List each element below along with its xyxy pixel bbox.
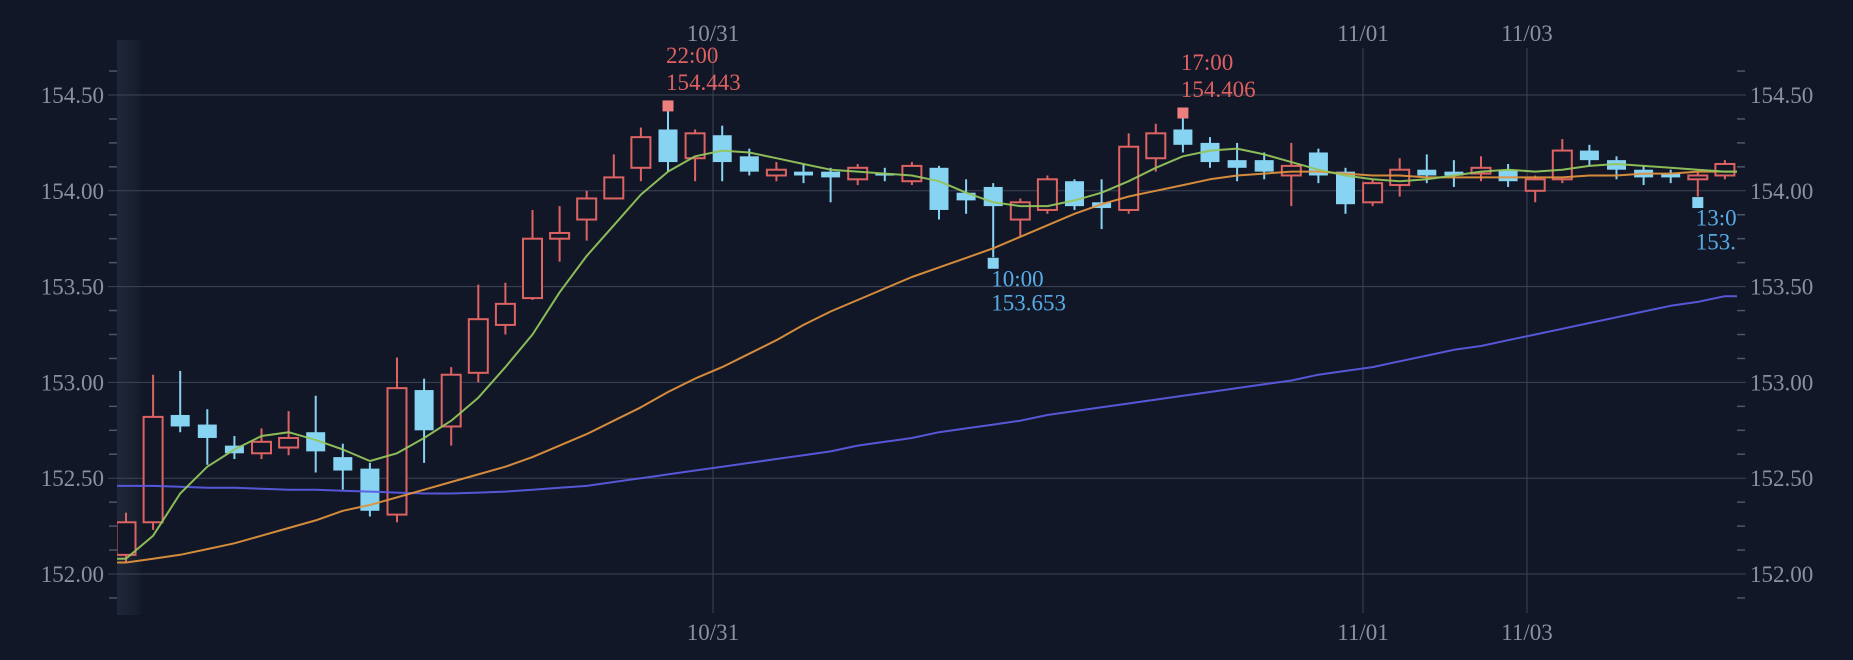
y-axis-label-right: 153.00 [1750, 370, 1813, 395]
candle-down [170, 414, 190, 427]
candle-down [1498, 169, 1518, 182]
x-axis-label-bottom: 11/01 [1337, 620, 1389, 645]
candle-down [197, 424, 217, 438]
annotation-time-label: 17:00 [1181, 50, 1233, 75]
y-axis-label-right: 153.50 [1750, 275, 1813, 300]
y-axis-label-left: 154.50 [41, 83, 104, 108]
candle-up [603, 176, 625, 200]
x-axis-label-bottom: 11/03 [1501, 620, 1553, 645]
candle-down [1444, 171, 1464, 176]
candle-up [1551, 149, 1573, 181]
candle-down [333, 457, 353, 471]
candle-up [847, 166, 869, 181]
candle-down [1200, 142, 1220, 163]
candle-down [929, 167, 949, 210]
ma-lines-layer [117, 147, 1737, 564]
y-axis-label-right: 152.50 [1750, 466, 1813, 491]
annotation-price-label: 153.653 [991, 290, 1066, 315]
candle-down [712, 135, 732, 163]
x-axis-label-top: 11/01 [1337, 21, 1389, 46]
candle-up [1145, 132, 1167, 160]
y-axis-label-left: 153.00 [41, 370, 104, 395]
high-price-marker-icon [1177, 107, 1189, 119]
candle-down [306, 432, 326, 452]
candle-down [739, 156, 759, 172]
ma-fast-line [117, 147, 1737, 560]
y-axis-label-left: 152.00 [41, 562, 104, 587]
annotation-price-label: 154.443 [666, 70, 741, 95]
candle-down [1417, 169, 1437, 176]
annotation-time-label: 13:0 [1696, 206, 1737, 231]
candle-up [494, 302, 516, 326]
candle-up [1714, 162, 1736, 177]
candle-down [414, 390, 434, 431]
candle-up [386, 387, 408, 516]
candle-up [440, 373, 462, 428]
low-price-marker-icon [1692, 197, 1704, 209]
candle-down [1661, 173, 1681, 178]
low-price-marker-icon [987, 257, 999, 269]
y-axis-label-right: 154.00 [1750, 179, 1813, 204]
annotation-time-label: 22:00 [666, 43, 718, 68]
annotation-price-label: 153. [1696, 230, 1736, 255]
candle-up [1389, 168, 1411, 187]
candle-up [1362, 182, 1384, 204]
annotation-price-label: 154.406 [1181, 77, 1256, 102]
y-axis-label-right: 152.00 [1750, 562, 1813, 587]
candle-up [1524, 178, 1546, 192]
candle-down [658, 129, 678, 163]
candle-down [794, 171, 813, 176]
candle-up [522, 237, 543, 300]
candle-down [1579, 150, 1599, 161]
axis-labels: 154.50 154.50 154.00 154.00 153.50 153.50 153.… [41, 21, 1814, 645]
y-axis-label-left: 152.50 [41, 466, 104, 491]
candle-up [117, 521, 137, 556]
grid-layer [108, 48, 1746, 613]
candle-up [1687, 174, 1709, 181]
candle-down [821, 171, 841, 178]
candles-layer [117, 105, 1736, 563]
x-axis-label-bottom: 10/31 [687, 620, 739, 645]
y-axis-label-right: 154.50 [1750, 83, 1813, 108]
candle-up [251, 440, 272, 455]
candle-up [684, 132, 706, 160]
y-axis-label-left: 153.50 [41, 275, 104, 300]
candle-up [901, 164, 923, 183]
x-axis-label-top: 10/31 [687, 21, 739, 46]
candle-up [1118, 145, 1140, 211]
annotation-time-label: 10:00 [991, 266, 1043, 291]
candle-down [1336, 171, 1355, 205]
candle-up [1036, 178, 1058, 211]
session-start-band [117, 40, 144, 615]
high-price-marker-icon [662, 100, 674, 112]
candle-down [1173, 129, 1193, 145]
candle-down [1227, 160, 1247, 168]
candle-down [360, 468, 380, 511]
y-axis-label-left: 154.00 [41, 179, 104, 204]
candle-up [549, 231, 571, 240]
x-axis-label-top: 11/03 [1501, 21, 1553, 46]
ma-slow-line [117, 295, 1737, 495]
candle-up [576, 197, 598, 221]
candle-up [765, 168, 787, 177]
candle-up [142, 415, 164, 524]
candle-down [1254, 160, 1274, 172]
candle-up [467, 318, 489, 374]
candle-down [956, 192, 976, 201]
candle-up [278, 436, 300, 449]
ma-mid-line [117, 170, 1737, 564]
candle-up [630, 136, 652, 169]
